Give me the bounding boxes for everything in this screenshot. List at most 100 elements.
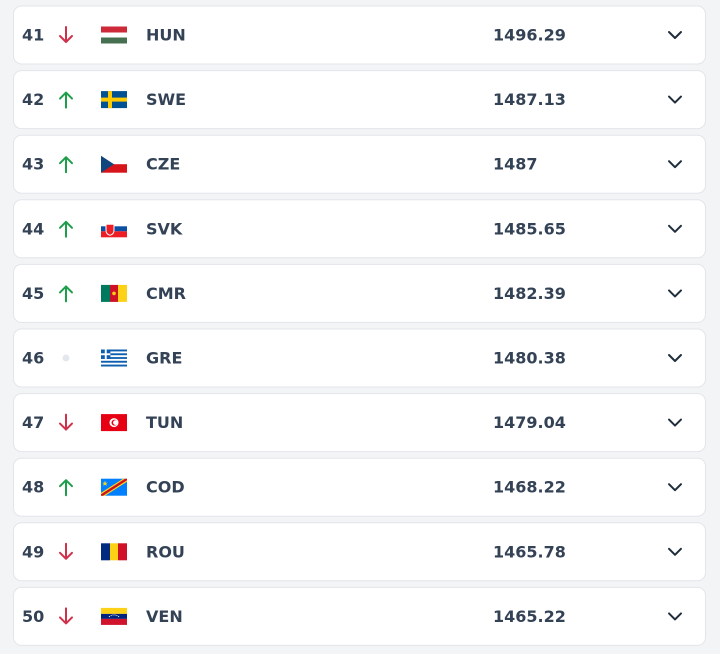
points: 1480.38 [493,349,566,368]
points: 1496.29 [493,26,566,45]
flag-part [105,223,115,236]
expand-chevron[interactable] [668,418,682,427]
flag [101,26,127,44]
arrow-up [59,91,73,109]
flag-part [113,420,118,425]
country-code: SVK [146,219,183,238]
flag-part [112,291,116,296]
row-card[interactable] [13,263,706,323]
row-card[interactable] [13,328,706,388]
rank: 46 [22,349,44,368]
flag-part [110,543,118,561]
row-card[interactable] [13,586,706,646]
row-card[interactable] [13,5,706,65]
rank: 44 [22,219,44,238]
flag-part [101,358,127,361]
arrow-up [59,285,73,303]
flag [101,155,127,173]
country-code: ROU [146,542,185,561]
points: 1465.22 [493,607,566,626]
no-change-dot [62,354,70,362]
flag-part [101,543,110,561]
points: 1479.04 [493,413,566,432]
ranking-row[interactable]: 42 SWE 1487.13 [13,70,706,130]
arrow-up [59,479,73,497]
points: 1465.78 [493,542,566,561]
flag-part [101,220,127,227]
country-code: VEN [146,607,183,626]
ranking-row[interactable]: 45 CMR 1482.39 [13,263,706,323]
arrow-down [59,413,73,431]
ranking-row[interactable]: 49 ROU 1465.78 [13,522,706,582]
flag-part [101,37,127,44]
arrow-down [59,607,73,625]
expand-chevron[interactable] [668,160,682,169]
flag [101,91,127,109]
flag-part [118,284,127,302]
rank: 47 [22,413,44,432]
rank: 42 [22,90,44,109]
ranking-row[interactable]: 43 CZE 1487 [13,134,706,194]
flag [101,349,127,367]
rank: 45 [22,284,44,303]
expand-chevron[interactable] [668,95,682,104]
arrow-down [59,542,73,560]
flag [101,220,127,238]
ranking-row[interactable]: 41 HUN 1496.29 [13,5,706,65]
rank: 50 [22,607,44,626]
row-card[interactable] [13,457,706,517]
row-card[interactable] [13,134,706,194]
expand-chevron[interactable] [668,483,682,492]
country-code: GRE [146,349,182,368]
flag-part [101,353,111,356]
flag-part [101,284,110,302]
flag-part [101,97,127,102]
country-code: TUN [146,413,183,432]
flag-part [101,355,127,358]
expand-chevron[interactable] [668,612,682,621]
rank: 43 [22,155,44,174]
flag-part [118,543,127,561]
rank: 49 [22,542,44,561]
ranking-row[interactable]: 50 VEN 1465.22 [13,586,706,646]
flag-part [101,155,114,173]
expand-chevron[interactable] [668,354,682,362]
row-card[interactable] [13,199,706,259]
flag-part [101,351,127,354]
row-card[interactable] [13,70,706,130]
row-card[interactable] [13,393,706,453]
rank: 48 [22,478,44,497]
arrow-down [59,26,73,43]
flag-part [101,362,127,365]
points: 1482.39 [493,284,566,303]
rank: 41 [22,26,44,45]
flag-part [102,480,108,486]
expand-chevron[interactable] [668,289,682,298]
points: 1487 [493,155,538,174]
flag-part [101,618,127,625]
expand-chevron[interactable] [668,547,682,556]
flag-part [108,614,120,618]
flag-part [101,478,127,496]
flag-part [101,164,127,173]
ranking-row[interactable]: 46 GRE 1480.38 [13,328,706,388]
flag-part [101,26,127,33]
ranking-row[interactable]: 47 TUN 1479.04 [13,393,706,453]
arrow-up [59,156,73,174]
row-card[interactable] [13,522,706,582]
flag [101,414,127,432]
country-code: HUN [146,26,186,45]
flag [101,478,127,496]
ranking-row[interactable]: 48 COD 1468.22 [13,457,706,517]
ranking-row[interactable]: 44 SVK 1485.65 [13,199,706,259]
flag-part [101,613,127,619]
country-code: CMR [146,284,186,303]
expand-chevron[interactable] [668,224,682,233]
flag [101,607,127,625]
country-code: SWE [146,90,186,109]
flag-part [101,32,127,38]
points: 1485.65 [493,219,566,238]
expand-chevron[interactable] [668,31,682,39]
